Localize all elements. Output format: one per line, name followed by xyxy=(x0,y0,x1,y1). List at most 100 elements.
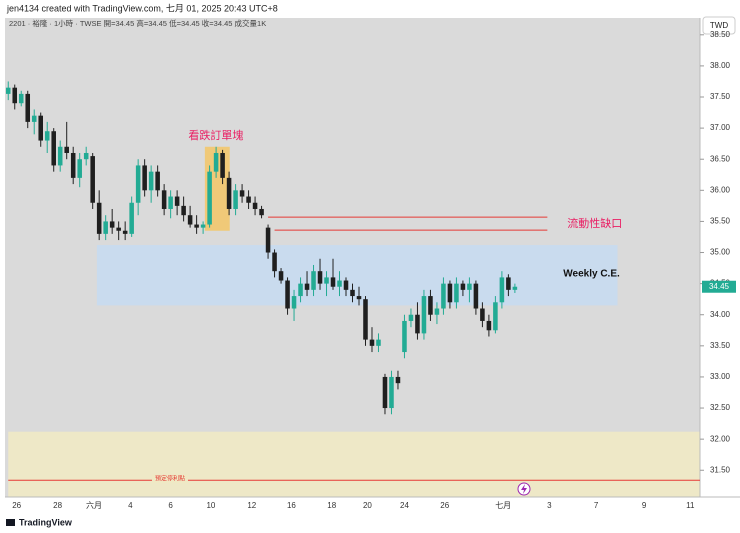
candle-body xyxy=(70,152,76,178)
candle-body xyxy=(57,146,63,166)
x-tick-label: 16 xyxy=(287,501,296,510)
candle-body xyxy=(363,299,368,340)
x-tick-label: 11 xyxy=(686,501,695,510)
y-tick-label: 34.00 xyxy=(710,310,731,319)
candle-body xyxy=(493,302,498,331)
candle-body xyxy=(109,221,115,228)
x-tick-label: 7 xyxy=(594,501,599,510)
candle-body xyxy=(324,277,329,284)
zone xyxy=(8,431,700,497)
candle-body xyxy=(343,280,349,290)
candle-body xyxy=(389,376,394,409)
candle-body xyxy=(77,159,82,178)
candle-body xyxy=(395,376,401,384)
candle-body xyxy=(467,283,472,290)
candle-body xyxy=(272,252,277,272)
candle-body xyxy=(31,115,37,122)
y-tick-label: 37.00 xyxy=(710,123,731,132)
candle-body xyxy=(194,224,199,228)
candle-body xyxy=(252,202,258,209)
candle-body xyxy=(447,283,453,303)
candle-body xyxy=(135,165,141,203)
candle-body xyxy=(460,283,466,290)
candle-body xyxy=(473,283,479,309)
candle-body xyxy=(317,271,323,284)
candle-body xyxy=(200,224,206,228)
candle-body xyxy=(168,196,173,209)
candle-body xyxy=(278,271,284,281)
candle-body xyxy=(226,177,232,209)
y-tick-label: 33.00 xyxy=(710,372,731,381)
candle-body xyxy=(103,221,108,234)
x-tick-label: 18 xyxy=(327,501,336,510)
candle-body xyxy=(233,190,238,209)
credit: jen4134 created with TradingView.com, 七月… xyxy=(6,3,278,13)
candle-body xyxy=(181,205,186,216)
candle-body xyxy=(428,296,433,315)
candle-body xyxy=(480,308,485,321)
x-tick-label: 24 xyxy=(400,501,409,510)
y-tick-label: 35.50 xyxy=(710,217,731,226)
candle-body xyxy=(421,296,427,334)
candle-body xyxy=(220,152,225,178)
candle-body xyxy=(311,271,316,290)
zone xyxy=(96,245,618,306)
candle-body xyxy=(265,227,271,253)
y-tick-label: 31.50 xyxy=(710,465,731,474)
x-tick-label: 12 xyxy=(247,501,256,510)
candle-body xyxy=(441,283,446,309)
annotation: 看跌訂單塊 xyxy=(188,128,243,142)
candle-body xyxy=(499,277,505,303)
y-tick-label: 35.00 xyxy=(710,248,731,257)
x-tick-label: 9 xyxy=(642,501,647,510)
candle-body xyxy=(155,171,160,191)
x-tick-label: 10 xyxy=(206,501,215,510)
candle-body xyxy=(259,208,264,216)
candle-body xyxy=(350,289,355,297)
candle-body xyxy=(18,93,24,104)
candle-body xyxy=(291,296,297,309)
candle-body xyxy=(356,296,362,300)
brand-logo xyxy=(6,519,15,526)
annotation-bg xyxy=(151,474,188,483)
candle-body xyxy=(38,115,43,141)
x-tick-label: 3 xyxy=(547,501,552,510)
candle-body xyxy=(330,277,336,287)
candle-body xyxy=(96,202,102,234)
candle-body xyxy=(12,87,18,104)
annotation: 流動性缺口 xyxy=(567,216,622,230)
x-tick-label: 六月 xyxy=(86,500,102,510)
y-tick-label: 32.50 xyxy=(710,403,731,412)
candle-body xyxy=(246,196,251,203)
y-tick-label: 37.50 xyxy=(710,92,731,101)
candle-body xyxy=(116,227,121,231)
candle-body xyxy=(369,339,375,346)
candle-body xyxy=(382,376,388,409)
last-price-badge xyxy=(702,280,736,293)
candle-body xyxy=(304,283,310,290)
y-tick-label: 38.00 xyxy=(710,61,731,70)
candle-body xyxy=(51,131,56,166)
candle-body xyxy=(376,339,381,346)
y-tick-label: 36.50 xyxy=(710,154,731,163)
x-tick-label: 26 xyxy=(12,501,21,510)
candle-body xyxy=(298,283,303,297)
candle-body xyxy=(161,190,167,209)
x-tick-label: 20 xyxy=(363,501,372,510)
candle-body xyxy=(486,320,492,331)
y-tick-label: 33.50 xyxy=(710,341,731,350)
candle-body xyxy=(337,280,342,287)
candle-body xyxy=(187,215,193,225)
candle-body xyxy=(44,131,50,141)
candle-body xyxy=(174,196,180,206)
annotation: Weekly C.E. xyxy=(563,268,620,279)
event-bolt xyxy=(521,484,527,494)
y-tick-label: 38.50 xyxy=(710,30,731,39)
candle-body xyxy=(506,277,511,290)
candle-body xyxy=(83,152,89,160)
candle-body xyxy=(434,308,440,315)
candle-body xyxy=(213,152,219,172)
candle-body xyxy=(148,171,154,191)
currency-badge xyxy=(702,16,736,35)
